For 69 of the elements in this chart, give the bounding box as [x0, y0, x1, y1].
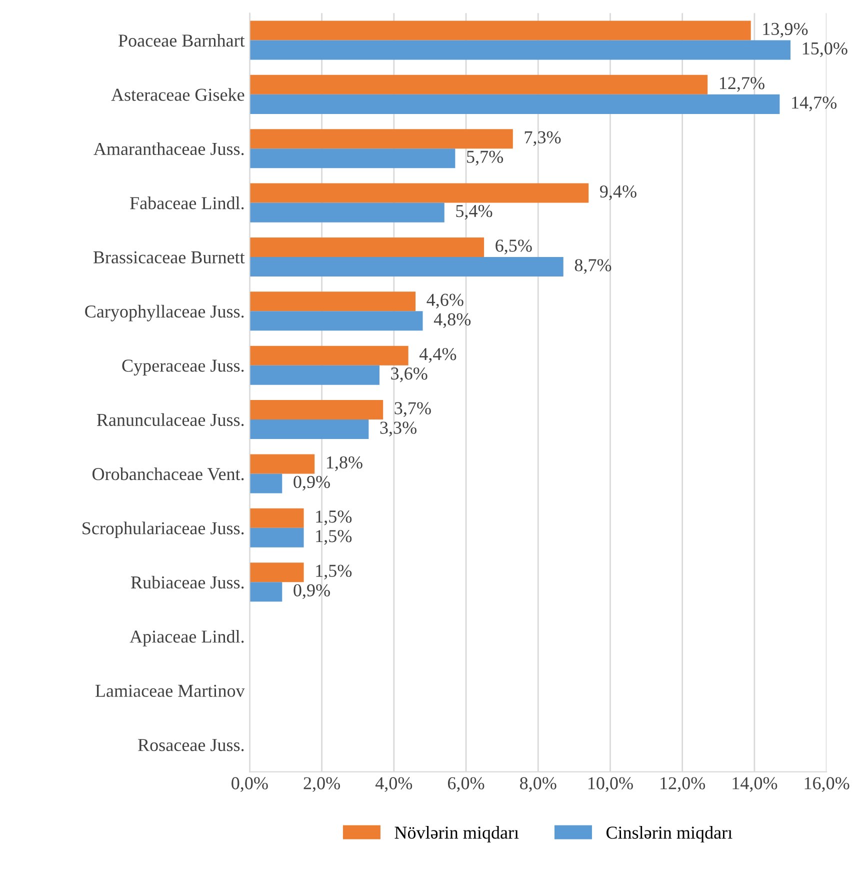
bar: [250, 202, 444, 222]
data-label: 1,5%: [316, 564, 352, 580]
data-label: 1,5%: [316, 530, 352, 545]
data-label: 3,3%: [380, 422, 416, 436]
data-label: 14,7%: [792, 96, 837, 112]
y-tick-label: Rubiaceae Juss.: [131, 576, 244, 589]
bar: [250, 256, 564, 276]
x-tick-label: 6,0%: [448, 777, 484, 792]
bar: [250, 148, 456, 168]
y-tick-label: Caryophyllaceae Juss.: [85, 304, 244, 322]
bar: [250, 420, 369, 440]
y-tick-label: Scrophulariaceae Juss.: [82, 522, 244, 538]
data-label: 4,4%: [420, 348, 456, 363]
legend-label: Növlərin miqdarı: [394, 826, 519, 842]
data-label: 5,7%: [467, 150, 504, 166]
data-label: 3,7%: [394, 402, 431, 417]
bar: [250, 400, 384, 420]
bar: [250, 474, 282, 494]
data-label: 7,3%: [524, 131, 561, 146]
bar: [250, 528, 304, 548]
y-tick-label: Cyperaceae Juss.: [122, 360, 244, 376]
x-tick-label: 8,0%: [520, 777, 556, 792]
bar: [250, 346, 408, 366]
data-label: 8,7%: [574, 259, 612, 274]
bar: [250, 508, 304, 528]
data-label: 13,9%: [763, 22, 808, 38]
legend-label: Cinslərin miqdarı: [606, 826, 732, 842]
x-tick-label: 16,0%: [804, 777, 850, 792]
data-label: 0,9%: [294, 476, 330, 491]
data-label: 0,9%: [294, 584, 330, 599]
bar: [250, 40, 791, 60]
y-tick-label: Fabaceae Lindl.: [130, 196, 244, 210]
y-tick-label: Asteraceae Giseke: [111, 88, 244, 101]
bar: [250, 365, 380, 385]
x-tick-label: 4,0%: [375, 777, 412, 792]
x-tick-label: 12,0%: [660, 777, 706, 792]
x-tick-label: 2,0%: [304, 777, 340, 792]
x-tick-label: 10,0%: [588, 777, 633, 792]
data-label: 1,5%: [316, 510, 352, 526]
y-tick-label: Amaranthaceae Juss.: [94, 142, 244, 156]
y-tick-label: Brassicaceae Burnett: [93, 251, 245, 264]
y-tick-label: Lamiaceae Martinov: [95, 684, 245, 697]
bar: [250, 311, 423, 331]
bar: [250, 292, 416, 312]
bar: [250, 129, 513, 149]
bar: [250, 237, 484, 257]
data-label: 1,8%: [326, 456, 362, 472]
y-tick-label: Rosaceae Juss.: [138, 739, 244, 752]
bar: [250, 562, 304, 582]
bar: [250, 20, 751, 40]
y-tick-label: Orobanchaceae Vent.: [92, 467, 244, 480]
data-label: 12,7%: [720, 77, 764, 92]
bar: [250, 454, 315, 474]
data-label: 5,4%: [456, 204, 492, 220]
data-label: 6,5%: [496, 240, 532, 254]
x-tick-label: 14,0%: [732, 777, 778, 792]
bar: [250, 74, 708, 94]
bar: [250, 183, 589, 203]
x-tick-label: 0,0%: [232, 777, 268, 792]
data-label: 3,6%: [391, 367, 428, 382]
y-tick-label: Apiaceae Lindl.: [130, 630, 244, 646]
data-label: 9,4%: [600, 185, 636, 200]
y-tick-label: Ranunculaceae Juss.: [96, 413, 244, 426]
y-tick-label: Poaceae Barnhart: [118, 34, 245, 47]
bar: [250, 94, 780, 114]
data-label: 15,0%: [802, 42, 848, 58]
data-label: 4,8%: [434, 313, 471, 328]
bar: [250, 582, 282, 602]
data-label: 4,6%: [426, 294, 464, 309]
